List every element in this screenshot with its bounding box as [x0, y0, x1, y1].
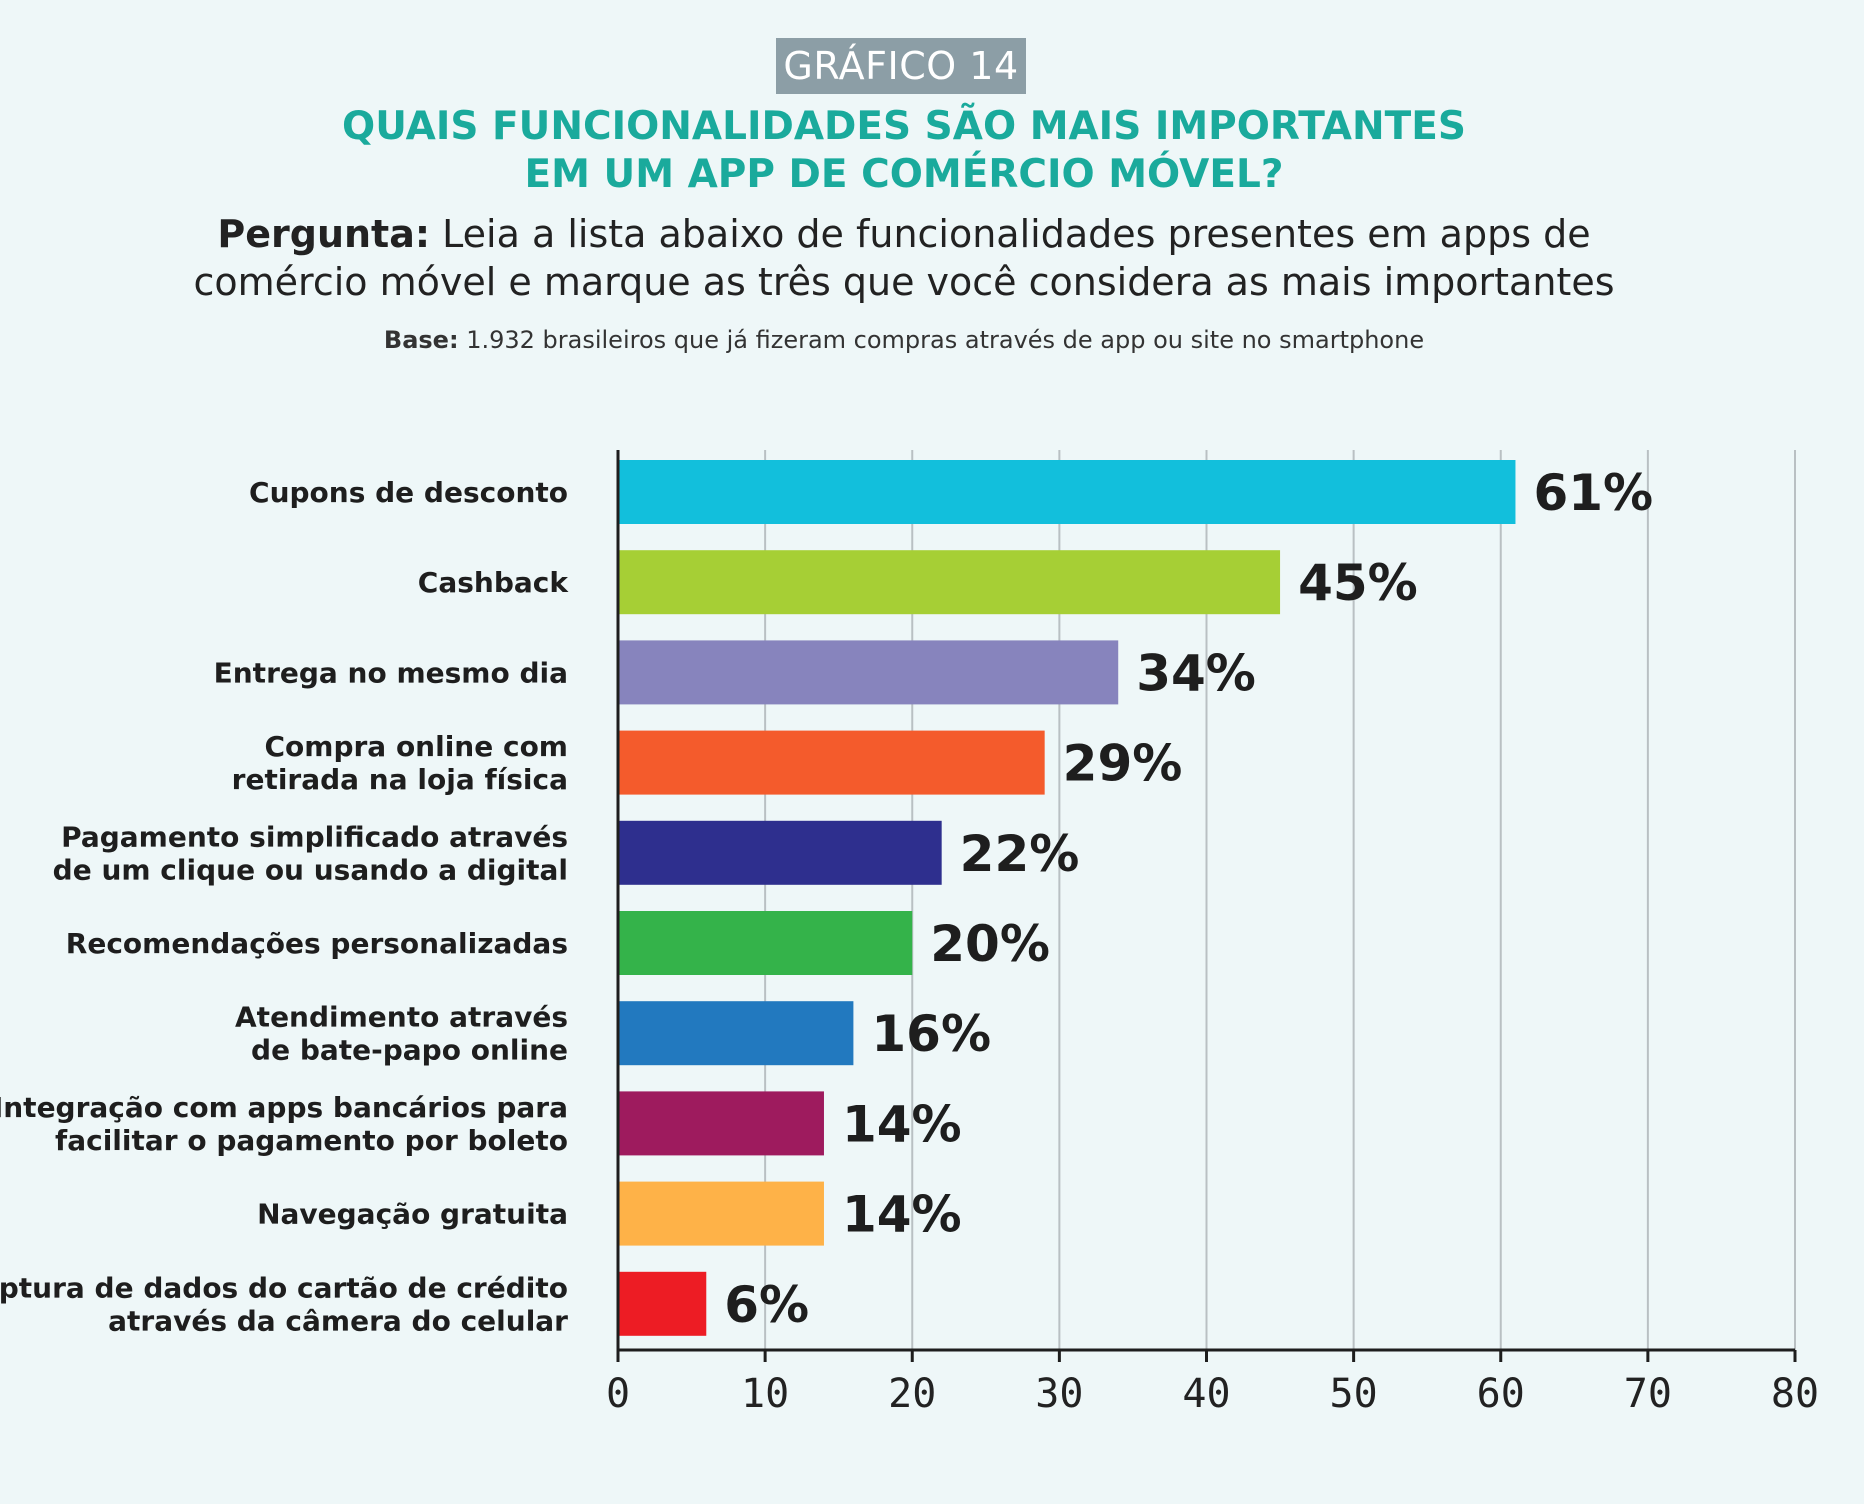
category-label-line: Compra online com — [264, 730, 568, 763]
category-label: Pagamento simplificado através de um cliq… — [53, 820, 568, 886]
chart-title-line-2: EM UM APP DE COMÉRCIO MÓVEL? — [524, 152, 1284, 197]
value-label: 14% — [842, 1186, 962, 1244]
bar — [618, 911, 913, 975]
category-label-line: facilitar o pagamento por boleto — [55, 1124, 568, 1157]
category-label-line: Recomendações personalizadas — [66, 927, 568, 960]
bar — [618, 1091, 824, 1156]
category-label-line: Entrega no mesmo dia — [214, 656, 568, 689]
value-label: 14% — [842, 1095, 962, 1153]
category-label-line: Cupons de desconto — [249, 476, 568, 509]
category-label-line: de bate-papo online — [251, 1034, 568, 1067]
value-label: 20% — [930, 915, 1050, 973]
question-line-1: Pergunta: Leia a lista abaixo de funcion… — [0, 212, 1808, 256]
value-label: 22% — [960, 825, 1080, 883]
x-tick-label: 60 — [1477, 1371, 1525, 1417]
category-label: Entrega no mesmo dia — [214, 656, 568, 689]
bar — [618, 550, 1281, 615]
base-text: 1.932 brasileiros que já fizeram compras… — [458, 326, 1425, 354]
category-label: Captura de dados do cartão de crédito atr… — [0, 1271, 568, 1337]
x-tick-label: 80 — [1771, 1371, 1819, 1417]
x-tick-label: 40 — [1182, 1371, 1230, 1417]
category-label-line: através da câmera do celular — [108, 1304, 568, 1337]
category-label-line: Navegação gratuita — [257, 1198, 568, 1231]
x-tick-label: 30 — [1035, 1371, 1083, 1417]
value-label: 45% — [1298, 554, 1418, 612]
bar — [618, 1001, 854, 1066]
value-label: 61% — [1533, 464, 1653, 522]
category-label-line: Captura de dados do cartão de crédito — [0, 1271, 568, 1304]
category-label: Integração com apps bancários para facili… — [0, 1091, 568, 1157]
x-tick-label: 10 — [741, 1371, 789, 1417]
category-label-line: Atendimento através — [235, 1001, 568, 1034]
value-label: 16% — [871, 1005, 991, 1063]
category-label: Cupons de desconto — [249, 476, 568, 509]
x-tick-label: 20 — [888, 1371, 936, 1417]
bar — [618, 1271, 707, 1336]
category-label-line: Cashback — [418, 566, 570, 599]
value-label: 6% — [724, 1276, 809, 1334]
question-text-1: Leia a lista abaixo de funcionalidades p… — [430, 212, 1591, 256]
category-label-line: retirada na loja física — [232, 763, 568, 796]
category-label: Navegação gratuita — [257, 1198, 568, 1231]
value-label: 29% — [1063, 735, 1183, 793]
bar — [618, 640, 1119, 705]
x-tick-label: 70 — [1624, 1371, 1672, 1417]
value-label: 34% — [1136, 644, 1256, 702]
bar — [618, 460, 1516, 524]
category-label-line: Integração com apps bancários para — [0, 1091, 568, 1124]
chart-number-badge: GRÁFICO 14 — [776, 38, 1026, 94]
category-label-line: de um clique ou usando a digital — [53, 853, 568, 886]
category-label: Atendimento através de bate-papo online — [235, 1001, 568, 1067]
category-label: Recomendações personalizadas — [66, 927, 568, 960]
question-label: Pergunta: — [217, 212, 431, 256]
category-label: Compra online com retirada na loja física — [232, 730, 568, 796]
chart-title-line-1: QUAIS FUNCIONALIDADES SÃO MAIS IMPORTANT… — [342, 104, 1466, 149]
base-label: Base: — [383, 326, 459, 354]
bar — [618, 1181, 824, 1246]
sample-base: Base: 1.932 brasileiros que já fizeram c… — [0, 326, 1808, 354]
bar — [618, 820, 942, 885]
category-label-line: Pagamento simplificado através — [61, 820, 568, 853]
bar — [618, 730, 1045, 795]
x-tick-label: 50 — [1330, 1371, 1378, 1417]
x-tick-label: 0 — [606, 1371, 630, 1417]
category-label: Cashback — [418, 566, 570, 599]
question-line-2: comércio móvel e marque as três que você… — [193, 260, 1615, 304]
